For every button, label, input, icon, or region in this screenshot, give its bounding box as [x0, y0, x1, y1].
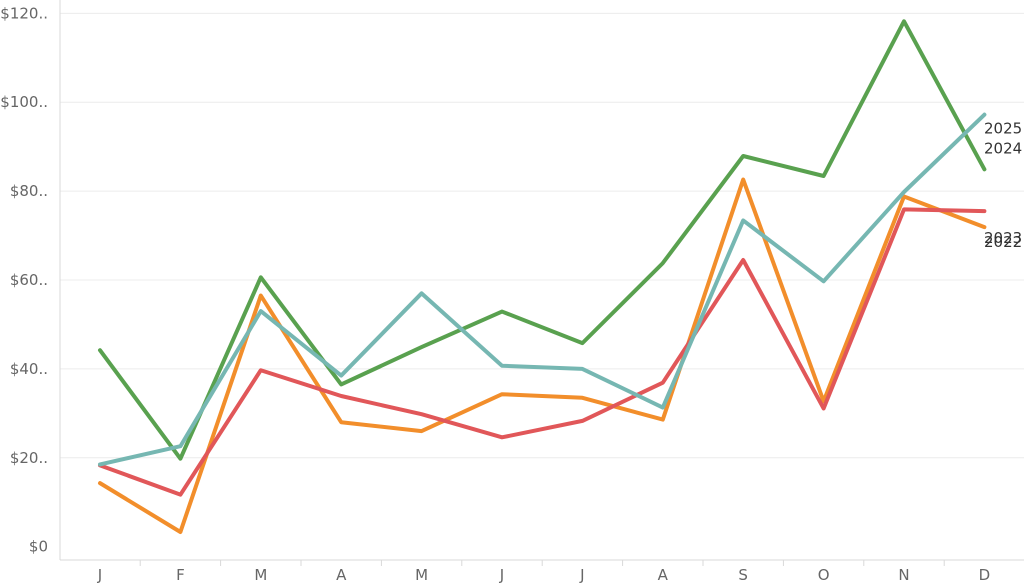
series-label-2022: 2022 — [984, 233, 1022, 251]
y-axis: $0 $20.. $40.. $60.. $80.. $100.. $120.. — [0, 0, 61, 560]
y-tick-label: $120.. — [0, 4, 48, 22]
y-tick-label: $80.. — [10, 182, 48, 200]
x-tick-label: F — [176, 566, 185, 584]
x-tick-label: S — [738, 566, 748, 584]
x-tick-label: J — [499, 566, 504, 584]
x-tick-label: J — [97, 566, 102, 584]
y-tick-label: $40.. — [10, 360, 48, 378]
y-tick-label: $100.. — [0, 93, 48, 111]
series-label-2024: 2024 — [984, 139, 1022, 157]
x-tick-label: A — [336, 566, 347, 584]
y-tick-label: $60.. — [10, 271, 48, 289]
series-line-2024 — [98, 19, 987, 461]
x-tick-label: O — [818, 566, 830, 584]
y-tick-label: $0 — [29, 538, 48, 556]
series-line-2025 — [98, 112, 987, 467]
y-tick-label: $20.. — [10, 449, 48, 467]
x-tick-label: A — [658, 566, 669, 584]
x-tick-label: M — [415, 566, 428, 584]
series-lines — [98, 19, 987, 534]
grid-lines — [60, 12, 1024, 459]
x-tick-label: J — [579, 566, 584, 584]
series-line-2023 — [98, 207, 987, 497]
x-tick-label: D — [979, 566, 991, 584]
x-tick-label: M — [254, 566, 267, 584]
series-label-2025: 2025 — [984, 120, 1022, 138]
x-tick-label: N — [898, 566, 909, 584]
series-label-2023: 2023 — [984, 229, 1022, 247]
